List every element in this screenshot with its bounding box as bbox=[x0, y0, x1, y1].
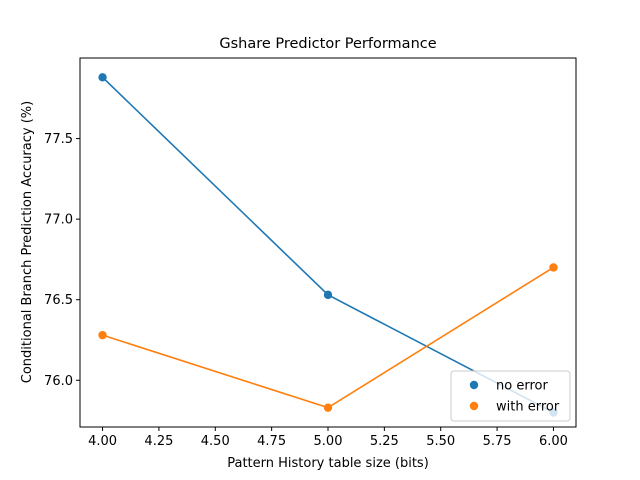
x-tick-label: 6.00 bbox=[539, 434, 568, 449]
x-axis-ticks: 4.00 4.25 4.50 4.75 5.00 5.25 5.50 5.75 6.00 bbox=[88, 427, 568, 449]
y-axis-label: Conditional Branch Prediction Accuracy (… bbox=[20, 101, 35, 383]
x-axis-label: Pattern History table size (bits) bbox=[227, 456, 429, 471]
legend-label: no error bbox=[496, 379, 548, 394]
y-axis-ticks: 76.0 76.5 77.0 77.5 bbox=[44, 132, 80, 389]
legend: no error with error bbox=[450, 370, 571, 422]
x-tick-label: 5.25 bbox=[370, 434, 399, 449]
data-point bbox=[323, 403, 333, 412]
legend-marker bbox=[469, 380, 479, 390]
x-tick-label: 4.50 bbox=[201, 434, 230, 449]
x-tick-label: 5.00 bbox=[314, 434, 343, 449]
y-tick-label: 77.0 bbox=[44, 213, 73, 228]
y-tick-label: 76.0 bbox=[44, 374, 73, 389]
data-point bbox=[549, 263, 558, 272]
y-tick-label: 76.5 bbox=[44, 293, 73, 308]
data-point bbox=[98, 330, 107, 340]
x-tick-label: 5.50 bbox=[426, 434, 455, 449]
chart-title: Gshare Predictor Performance bbox=[219, 36, 436, 52]
x-tick-label: 4.00 bbox=[88, 434, 117, 449]
x-tick-label: 4.75 bbox=[257, 434, 286, 449]
legend-frame bbox=[450, 370, 571, 422]
y-tick-label: 77.5 bbox=[44, 132, 73, 147]
x-tick-label: 4.25 bbox=[144, 434, 173, 449]
legend-marker bbox=[469, 401, 479, 411]
data-point bbox=[323, 290, 333, 300]
legend-label: with error bbox=[496, 400, 560, 415]
data-point bbox=[98, 73, 107, 82]
x-tick-label: 5.75 bbox=[483, 434, 512, 449]
